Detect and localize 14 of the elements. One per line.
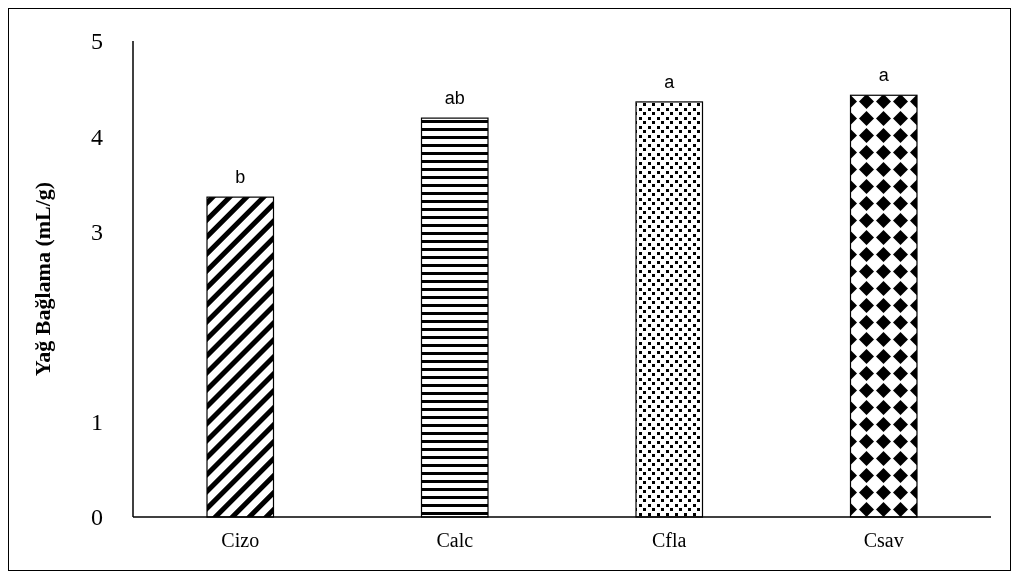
x-tick-label: Csav — [863, 529, 904, 551]
annotation: a — [664, 71, 676, 92]
x-tick-label: Cizo — [221, 529, 260, 551]
y-tick-label: 1 — [91, 409, 103, 436]
x-tick-label: Cfla — [652, 529, 687, 551]
annotation: ab — [444, 88, 465, 109]
y-axis-title: Yağ Bağlama (mL/g) — [30, 181, 55, 377]
annotation: b — [235, 167, 246, 188]
x-tick-label: Calc — [436, 529, 474, 551]
annotation: a — [878, 65, 890, 86]
y-tick-label: 5 — [91, 28, 103, 55]
y-tick-label: 0 — [91, 504, 103, 531]
y-tick-label: 4 — [91, 123, 103, 150]
y-tick-label: 3 — [91, 218, 103, 245]
